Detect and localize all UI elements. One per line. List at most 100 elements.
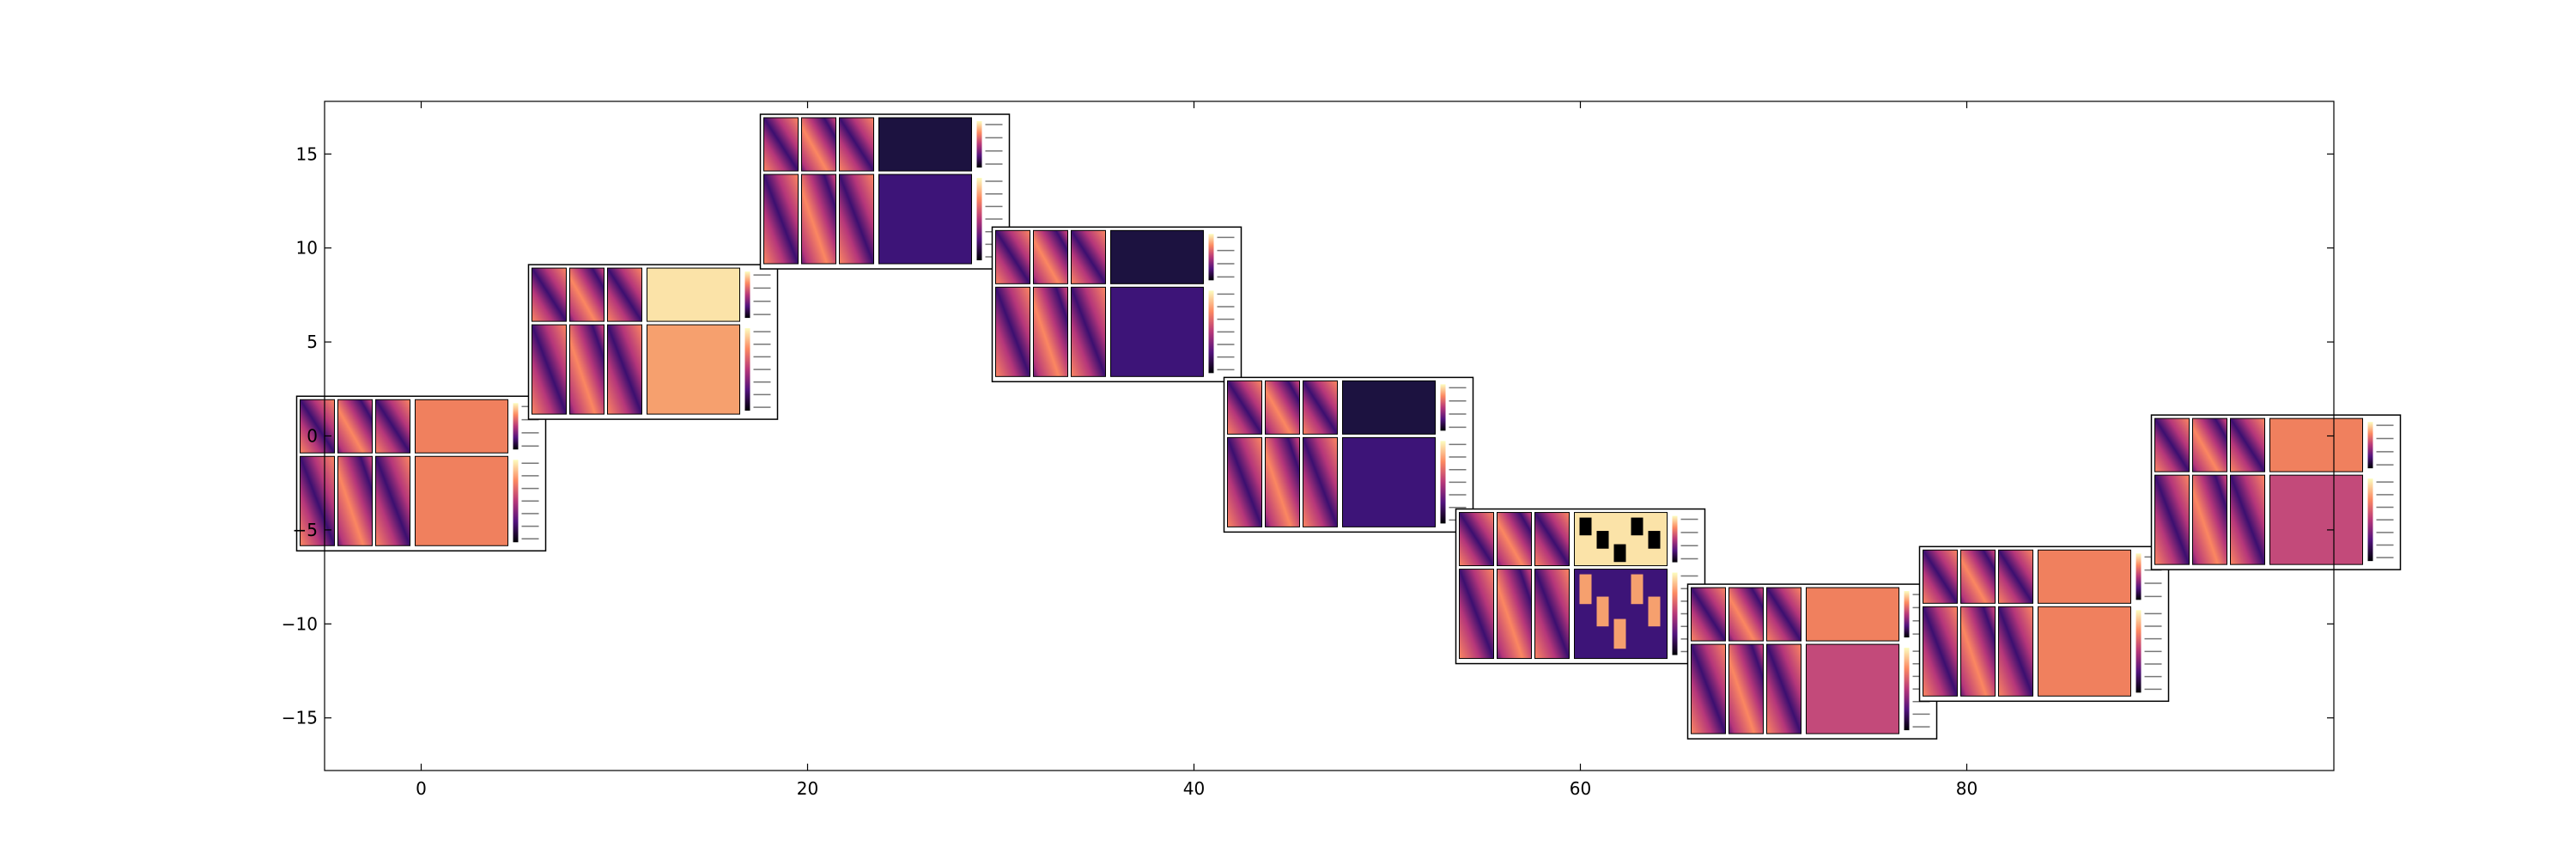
inset-small-panel <box>1303 436 1338 527</box>
inset-colorbar <box>1672 572 1678 655</box>
inset-big-panel-patch <box>1648 531 1661 549</box>
inset-small-panel <box>1691 643 1726 734</box>
inset-big-panel-patch <box>1631 574 1643 605</box>
inset-big-panel-patch <box>1631 517 1643 536</box>
inset-colorbar <box>1440 441 1446 524</box>
y-tick-label: 5 <box>307 332 318 352</box>
inset-small-panel <box>1923 549 1958 604</box>
inset-small-panel <box>1923 606 1958 697</box>
inset-big-panel-patch <box>1648 596 1661 627</box>
inset-small-panel <box>801 174 836 265</box>
inset-small-panel <box>375 399 410 454</box>
inset-small-panel <box>337 455 373 546</box>
inset-small-panel <box>569 324 605 415</box>
inset-small-panel <box>801 117 836 172</box>
inset-small-panel <box>1766 587 1801 642</box>
inset-figure <box>295 395 547 552</box>
inset-small-panel <box>2192 474 2227 565</box>
inset-small-panel <box>2192 417 2227 472</box>
inset-small-panel <box>532 324 567 415</box>
inset-figure <box>1686 583 1938 740</box>
inset-small-panel <box>1960 549 1996 604</box>
inset-colorbar <box>2367 422 2373 469</box>
inset-big-panel <box>1342 380 1436 435</box>
inset-small-panel <box>1691 587 1726 642</box>
y-tick-label: 10 <box>296 238 318 259</box>
inset-big-panel <box>2269 474 2363 565</box>
inset-big-panel-patch <box>1596 531 1609 549</box>
inset-figure <box>1223 376 1474 533</box>
inset-small-panel <box>1728 643 1764 734</box>
x-tick-label: 0 <box>416 778 427 799</box>
inset-small-panel <box>2154 474 2190 565</box>
inset-colorbar <box>1904 648 1910 731</box>
inset-small-panel <box>532 267 567 322</box>
y-tick-label: −5 <box>293 520 318 540</box>
inset-small-panel <box>1227 380 1262 435</box>
inset-small-panel <box>995 286 1030 377</box>
inset-small-panel <box>1265 436 1300 527</box>
inset-small-panel <box>1033 286 1068 377</box>
inset-figure <box>527 264 779 420</box>
inset-big-panel <box>2038 549 2131 604</box>
inset-small-panel <box>2154 417 2190 472</box>
inset-small-panel <box>300 399 335 454</box>
inset-small-panel <box>1227 436 1262 527</box>
inset-small-panel <box>1459 569 1494 660</box>
inset-big-panel <box>1342 436 1436 527</box>
inset-big-panel <box>1806 587 1899 642</box>
inset-small-panel <box>995 229 1030 284</box>
inset-small-panel <box>300 455 335 546</box>
inset-small-panel <box>569 267 605 322</box>
inset-colorbar <box>2136 553 2142 600</box>
y-tick-label: 15 <box>296 143 318 164</box>
x-tick-label: 40 <box>1183 778 1205 799</box>
inset-small-panel <box>1998 549 2033 604</box>
inset-big-panel <box>1110 229 1204 284</box>
inset-small-panel <box>839 117 874 172</box>
inset-big-panel-patch <box>1579 574 1592 605</box>
inset-small-panel <box>839 174 874 265</box>
inset-figure <box>2150 414 2402 570</box>
x-tick-label: 20 <box>797 778 818 799</box>
inset-small-panel <box>1497 512 1532 567</box>
inset-big-panel <box>1806 643 1899 734</box>
inset-colorbar <box>1208 290 1214 374</box>
inset-colorbar <box>2136 610 2142 693</box>
inset-small-panel <box>763 117 799 172</box>
inset-big-panel-patch <box>1596 596 1609 627</box>
inset-big-panel <box>2269 417 2363 472</box>
inset-big-panel <box>878 117 972 172</box>
inset-small-panel <box>1998 606 2033 697</box>
inset-small-panel <box>2230 474 2265 565</box>
inset-small-panel <box>1766 643 1801 734</box>
inset-small-panel <box>1497 569 1532 660</box>
inset-big-panel <box>647 267 740 322</box>
axes-frame <box>324 101 2335 771</box>
inset-colorbar <box>1440 384 1446 431</box>
inset-colorbar <box>976 178 982 261</box>
inset-small-panel <box>763 174 799 265</box>
inset-small-panel <box>607 324 642 415</box>
inset-big-panel <box>2038 606 2131 697</box>
inset-small-panel <box>1534 569 1570 660</box>
inset-small-panel <box>1265 380 1300 435</box>
inset-small-panel <box>1960 606 1996 697</box>
inset-colorbar <box>1904 591 1910 638</box>
inset-small-panel <box>1071 229 1106 284</box>
x-tick-label: 60 <box>1570 778 1591 799</box>
inset-big-panel-patch <box>1613 544 1626 563</box>
inset-big-panel <box>415 455 508 546</box>
inset-colorbar <box>513 403 519 450</box>
inset-small-panel <box>1071 286 1106 377</box>
inset-small-panel <box>1033 229 1068 284</box>
y-tick-label: −10 <box>282 613 318 634</box>
x-tick-label: 80 <box>1956 778 1978 799</box>
inset-colorbar <box>976 121 982 168</box>
inset-small-panel <box>1459 512 1494 567</box>
inset-small-panel <box>375 455 410 546</box>
inset-small-panel <box>607 267 642 322</box>
inset-colorbar <box>1208 234 1214 281</box>
inset-big-panel <box>415 399 508 454</box>
